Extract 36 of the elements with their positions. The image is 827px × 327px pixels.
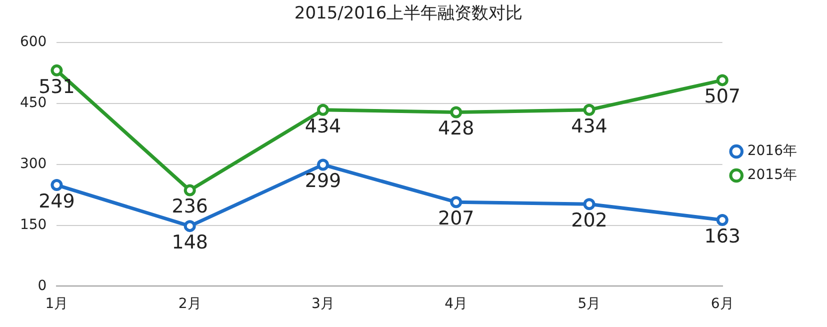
data-label: 434 (571, 115, 608, 138)
point (316, 104, 329, 116)
data-label: 207 (438, 208, 474, 230)
x-tick-label: 3月 (312, 296, 334, 312)
point (184, 184, 196, 196)
x-tick-label: 2月 (178, 296, 202, 312)
x-tick-label: 1月 (45, 296, 68, 312)
data-label: 236 (172, 196, 208, 218)
point (716, 214, 728, 226)
point (316, 158, 329, 171)
chart-title: 2015/2016上半年融资数对比 (294, 4, 523, 24)
data-label: 148 (172, 232, 208, 254)
x-tick-label: 6月 (710, 296, 734, 312)
data-label: 249 (38, 190, 75, 212)
y-tick-label: 0 (38, 278, 47, 294)
x-tick-label: 4月 (444, 296, 468, 312)
point (716, 74, 728, 86)
y-tick-label: 300 (20, 156, 47, 172)
data-label: 299 (304, 170, 342, 192)
data-label: 163 (704, 225, 741, 248)
legend-label: 2016年 (747, 143, 798, 160)
point (50, 64, 63, 76)
point (583, 104, 596, 116)
point (50, 179, 63, 192)
data-label: 507 (704, 86, 741, 108)
data-label: 434 (304, 115, 342, 138)
legend-label: 2015年 (747, 167, 798, 184)
point (184, 220, 196, 232)
point (450, 196, 462, 208)
point (583, 198, 596, 210)
data-label: 202 (571, 210, 608, 232)
point (450, 106, 462, 118)
x-tick-label: 5月 (578, 296, 601, 312)
y-tick-label: 600 (20, 34, 47, 50)
y-tick-label: 150 (20, 216, 47, 233)
data-label: 428 (438, 118, 474, 140)
